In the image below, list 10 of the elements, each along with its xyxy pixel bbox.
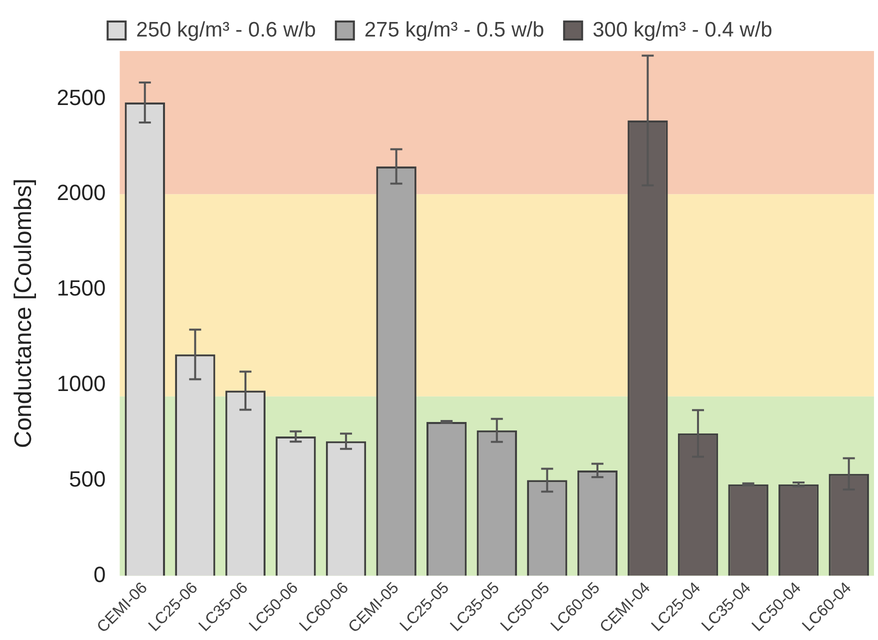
y-tick-label: 1500 bbox=[56, 276, 106, 301]
y-tick-label: 500 bbox=[69, 466, 106, 492]
y-axis-title: Conductance [Coulombs] bbox=[10, 178, 38, 448]
legend-label: 300 kg/m³ - 0.4 w/b bbox=[592, 18, 772, 42]
legend-label: 275 kg/m³ - 0.5 w/b bbox=[364, 18, 544, 42]
y-tick-label: 2500 bbox=[56, 84, 106, 110]
legend-label: 250 kg/m³ - 0.6 w/b bbox=[136, 18, 316, 42]
y-tick-label: 0 bbox=[93, 562, 106, 587]
y-tick-label: 2000 bbox=[56, 180, 106, 206]
y-tick-label: 1000 bbox=[56, 371, 106, 396]
